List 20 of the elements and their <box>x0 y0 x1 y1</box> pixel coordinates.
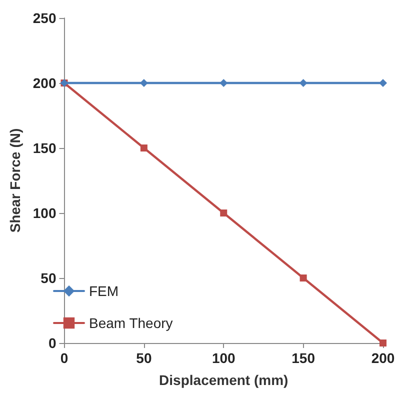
y-tick-label: 50 <box>40 270 56 286</box>
point <box>299 79 308 87</box>
y-axis-title: Shear Force (N) <box>7 128 23 233</box>
y-tick-label: 100 <box>32 205 56 221</box>
x-tick-label: 100 <box>212 350 236 366</box>
y-tick-label: 0 <box>48 335 56 351</box>
point <box>300 274 307 282</box>
point <box>379 79 387 87</box>
y-tick-label: 200 <box>32 75 56 91</box>
legend-label: FEM <box>89 283 119 299</box>
y-tick-label: 150 <box>32 140 56 156</box>
y-tick-label: 250 <box>32 10 56 26</box>
legend-label: Beam Theory <box>89 315 173 331</box>
point <box>140 144 148 152</box>
x-tick-label: 200 <box>371 350 395 366</box>
x-tick-label: 150 <box>292 350 316 366</box>
x-tick-label: 50 <box>136 350 152 366</box>
point <box>220 210 228 216</box>
x-tick-label: 0 <box>60 350 68 366</box>
x-axis-title: Displacement (mm) <box>159 372 288 388</box>
